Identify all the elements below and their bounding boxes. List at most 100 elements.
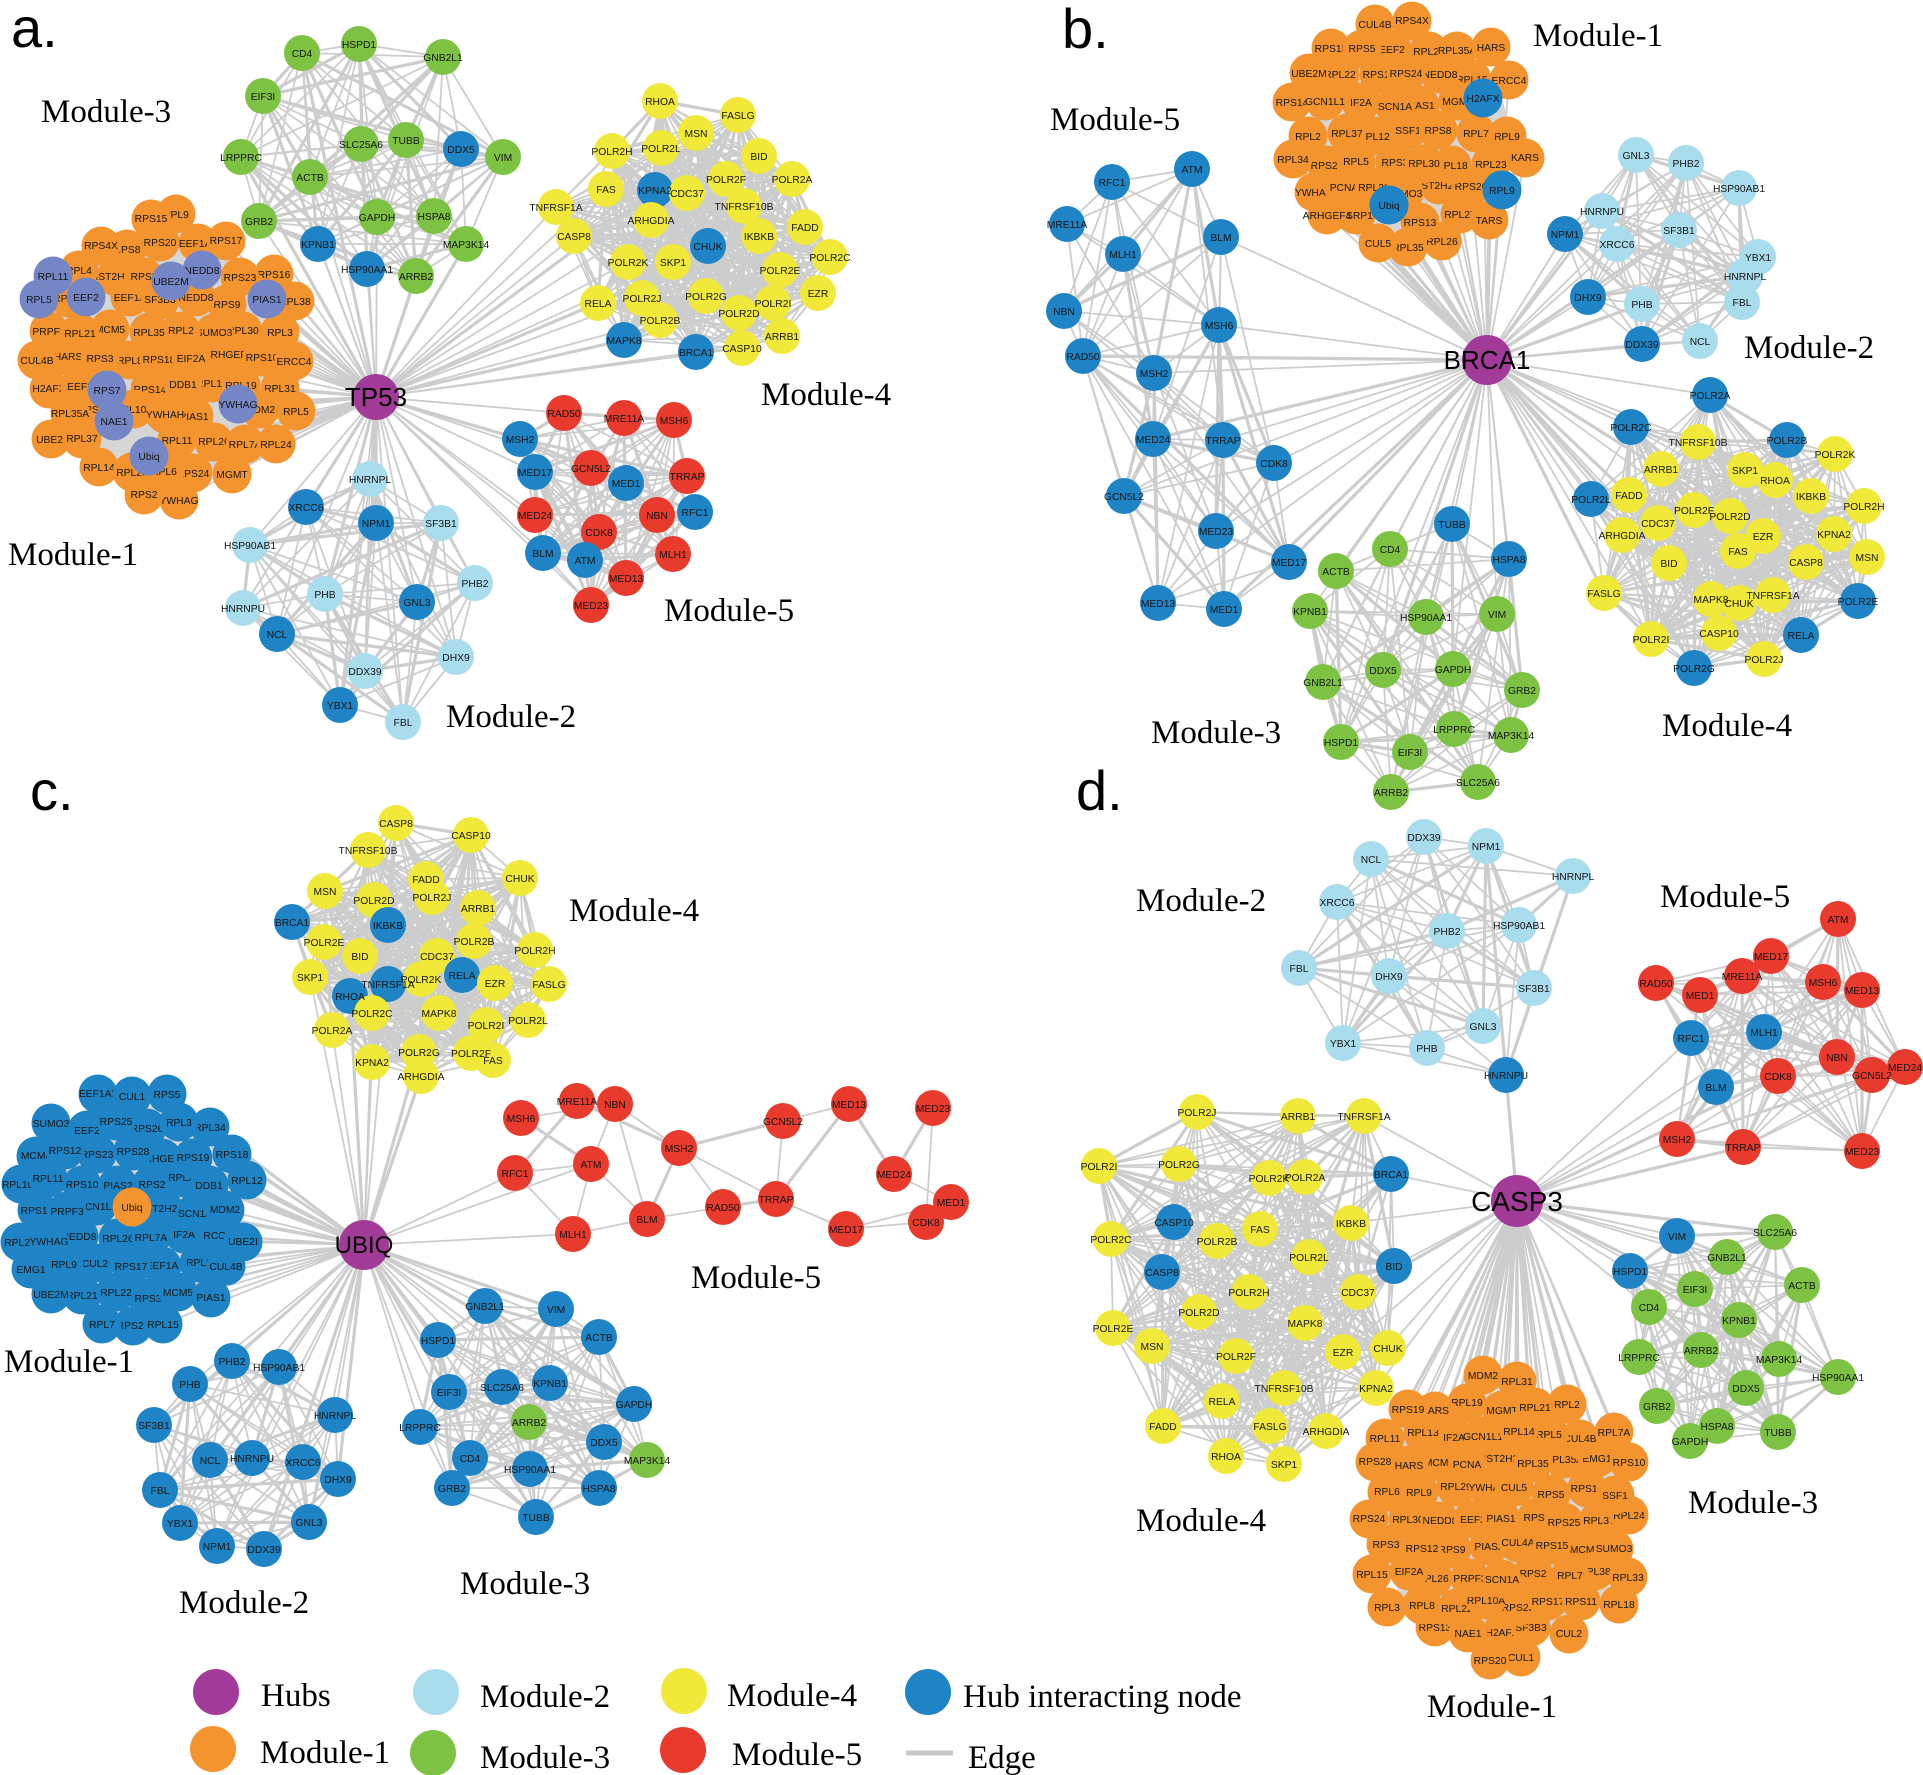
svg-text:POLR2L: POLR2L: [641, 144, 681, 155]
svg-text:CDK8: CDK8: [1260, 459, 1288, 470]
svg-text:POLR2L: POLR2L: [1571, 495, 1611, 506]
svg-text:RPS19: RPS19: [1392, 1405, 1425, 1416]
svg-text:RPS3: RPS3: [1382, 158, 1409, 169]
svg-text:RPL35: RPL35: [1392, 243, 1424, 254]
svg-text:CUL4A: CUL4A: [1501, 1538, 1534, 1549]
svg-text:MED17: MED17: [829, 1225, 864, 1236]
svg-text:TRRAP: TRRAP: [759, 1195, 794, 1206]
svg-text:RPS11: RPS11: [1565, 1597, 1597, 1608]
svg-text:Module-5: Module-5: [1050, 102, 1180, 138]
svg-text:ATM: ATM: [575, 556, 596, 567]
svg-text:PCNA: PCNA: [1453, 1460, 1482, 1471]
svg-text:TNFRSF10B: TNFRSF10B: [715, 202, 774, 213]
svg-text:RPL31: RPL31: [1501, 1377, 1533, 1388]
svg-text:GNL3: GNL3: [1623, 151, 1650, 162]
svg-text:RPL26: RPL26: [1426, 237, 1458, 248]
svg-text:TNFRSF1A: TNFRSF1A: [1746, 591, 1799, 602]
svg-text:EZR: EZR: [1753, 532, 1774, 543]
svg-text:RPS25: RPS25: [78, 405, 111, 416]
svg-text:EEF2: EEF2: [74, 1126, 100, 1137]
svg-text:ARHGDIA: ARHGDIA: [1599, 531, 1646, 542]
svg-text:FASLG: FASLG: [1587, 589, 1620, 600]
svg-text:VIM: VIM: [494, 153, 512, 164]
svg-text:HNRNPU: HNRNPU: [1580, 207, 1624, 218]
svg-text:POLR2G: POLR2G: [1673, 664, 1715, 675]
svg-text:PRPF3: PRPF3: [1453, 1574, 1486, 1585]
svg-text:RPL34: RPL34: [194, 1123, 226, 1134]
svg-text:RPS10: RPS10: [1363, 70, 1396, 81]
svg-text:GAPDH: GAPDH: [1435, 665, 1472, 676]
svg-text:EIF3I: EIF3I: [437, 1388, 462, 1399]
svg-text:KPNB1: KPNB1: [301, 240, 335, 251]
svg-text:PHB2: PHB2: [219, 1357, 246, 1368]
svg-text:UBE2M: UBE2M: [153, 277, 188, 288]
svg-text:POLR2A: POLR2A: [312, 1026, 353, 1037]
svg-text:XRCC6: XRCC6: [289, 503, 324, 514]
svg-text:PHB: PHB: [1416, 1044, 1437, 1055]
svg-text:GRB2: GRB2: [438, 1484, 466, 1495]
svg-text:RPL30: RPL30: [1408, 159, 1440, 170]
svg-text:RPL8: RPL8: [1409, 1601, 1435, 1612]
svg-text:EZR: EZR: [1333, 1348, 1354, 1359]
svg-text:HNRNPL: HNRNPL: [1724, 272, 1767, 283]
svg-text:POLR2J: POLR2J: [413, 893, 452, 904]
svg-text:Module-4: Module-4: [727, 1678, 857, 1714]
svg-text:DDX39: DDX39: [1625, 340, 1658, 351]
svg-text:GCN5L2: GCN5L2: [763, 1117, 803, 1128]
svg-text:POLR2L: POLR2L: [508, 1016, 548, 1027]
svg-text:CD4: CD4: [1639, 1303, 1660, 1314]
svg-text:RPL8: RPL8: [186, 1258, 212, 1269]
svg-text:YWHAG: YWHAG: [219, 400, 258, 411]
svg-text:RPL6: RPL6: [1374, 1487, 1400, 1498]
svg-text:ARHGEF4: ARHGEF4: [1303, 211, 1352, 222]
svg-text:RPL14: RPL14: [1503, 1427, 1535, 1438]
svg-text:IKBKB: IKBKB: [1796, 492, 1826, 503]
svg-text:DDX5: DDX5: [1732, 1384, 1760, 1395]
svg-text:Module-1: Module-1: [1427, 1689, 1557, 1725]
svg-text:RPS5: RPS5: [1349, 44, 1376, 55]
svg-text:CDK8: CDK8: [585, 528, 613, 539]
svg-text:MED1: MED1: [937, 1198, 966, 1209]
svg-text:LRPPRC: LRPPRC: [1433, 725, 1475, 736]
svg-text:RHOA: RHOA: [335, 992, 365, 1003]
svg-text:NAE1: NAE1: [101, 417, 128, 428]
svg-text:MDM2: MDM2: [210, 1205, 241, 1216]
svg-text:HNRNPU: HNRNPU: [230, 1454, 274, 1465]
svg-text:CHUK: CHUK: [505, 874, 534, 885]
svg-text:d.: d.: [1076, 759, 1123, 822]
svg-text:VIM: VIM: [1668, 1232, 1686, 1243]
svg-text:KPNB1: KPNB1: [1722, 1316, 1756, 1327]
svg-text:CASP8: CASP8: [1789, 558, 1823, 569]
svg-text:MAPK8: MAPK8: [1694, 595, 1729, 606]
svg-text:MSH6: MSH6: [507, 1114, 536, 1125]
svg-text:RPL3: RPL3: [1374, 1603, 1400, 1614]
svg-text:FADD: FADD: [791, 223, 818, 234]
svg-text:MED1: MED1: [1210, 605, 1239, 616]
svg-text:EEF2: EEF2: [67, 382, 93, 393]
svg-text:GNL3: GNL3: [296, 1518, 323, 1529]
svg-text:UBE2I: UBE2I: [228, 1237, 258, 1248]
svg-text:GCN1L1: GCN1L1: [1463, 1432, 1503, 1443]
svg-text:HSPD1: HSPD1: [1613, 1267, 1648, 1278]
svg-text:KPNA2: KPNA2: [1359, 1384, 1393, 1395]
svg-text:ATM: ATM: [1182, 165, 1203, 176]
svg-text:RPS28: RPS28: [117, 1147, 150, 1158]
svg-text:PIAS1: PIAS1: [1405, 101, 1434, 112]
svg-text:YWHAG: YWHAG: [160, 496, 199, 507]
svg-text:ACTB: ACTB: [1322, 567, 1350, 578]
svg-text:Module-2: Module-2: [1744, 330, 1874, 366]
svg-text:RPL24: RPL24: [260, 440, 292, 451]
svg-text:CUL2: CUL2: [1556, 1629, 1583, 1640]
svg-text:POLR2E: POLR2E: [760, 266, 801, 277]
svg-text:RFC1: RFC1: [502, 1169, 529, 1180]
svg-text:FBL: FBL: [394, 718, 413, 729]
svg-text:NBN: NBN: [646, 511, 668, 522]
svg-text:NCL: NCL: [1361, 855, 1382, 866]
svg-text:EEF1A2: EEF1A2: [179, 239, 218, 250]
svg-text:BRCA1: BRCA1: [275, 918, 310, 929]
svg-text:RPS10: RPS10: [1613, 1458, 1646, 1469]
svg-text:FAS: FAS: [1250, 1225, 1270, 1236]
svg-text:EIF3I: EIF3I: [251, 92, 276, 103]
svg-text:RPS17: RPS17: [115, 1262, 148, 1273]
svg-text:RPS8: RPS8: [114, 245, 141, 256]
